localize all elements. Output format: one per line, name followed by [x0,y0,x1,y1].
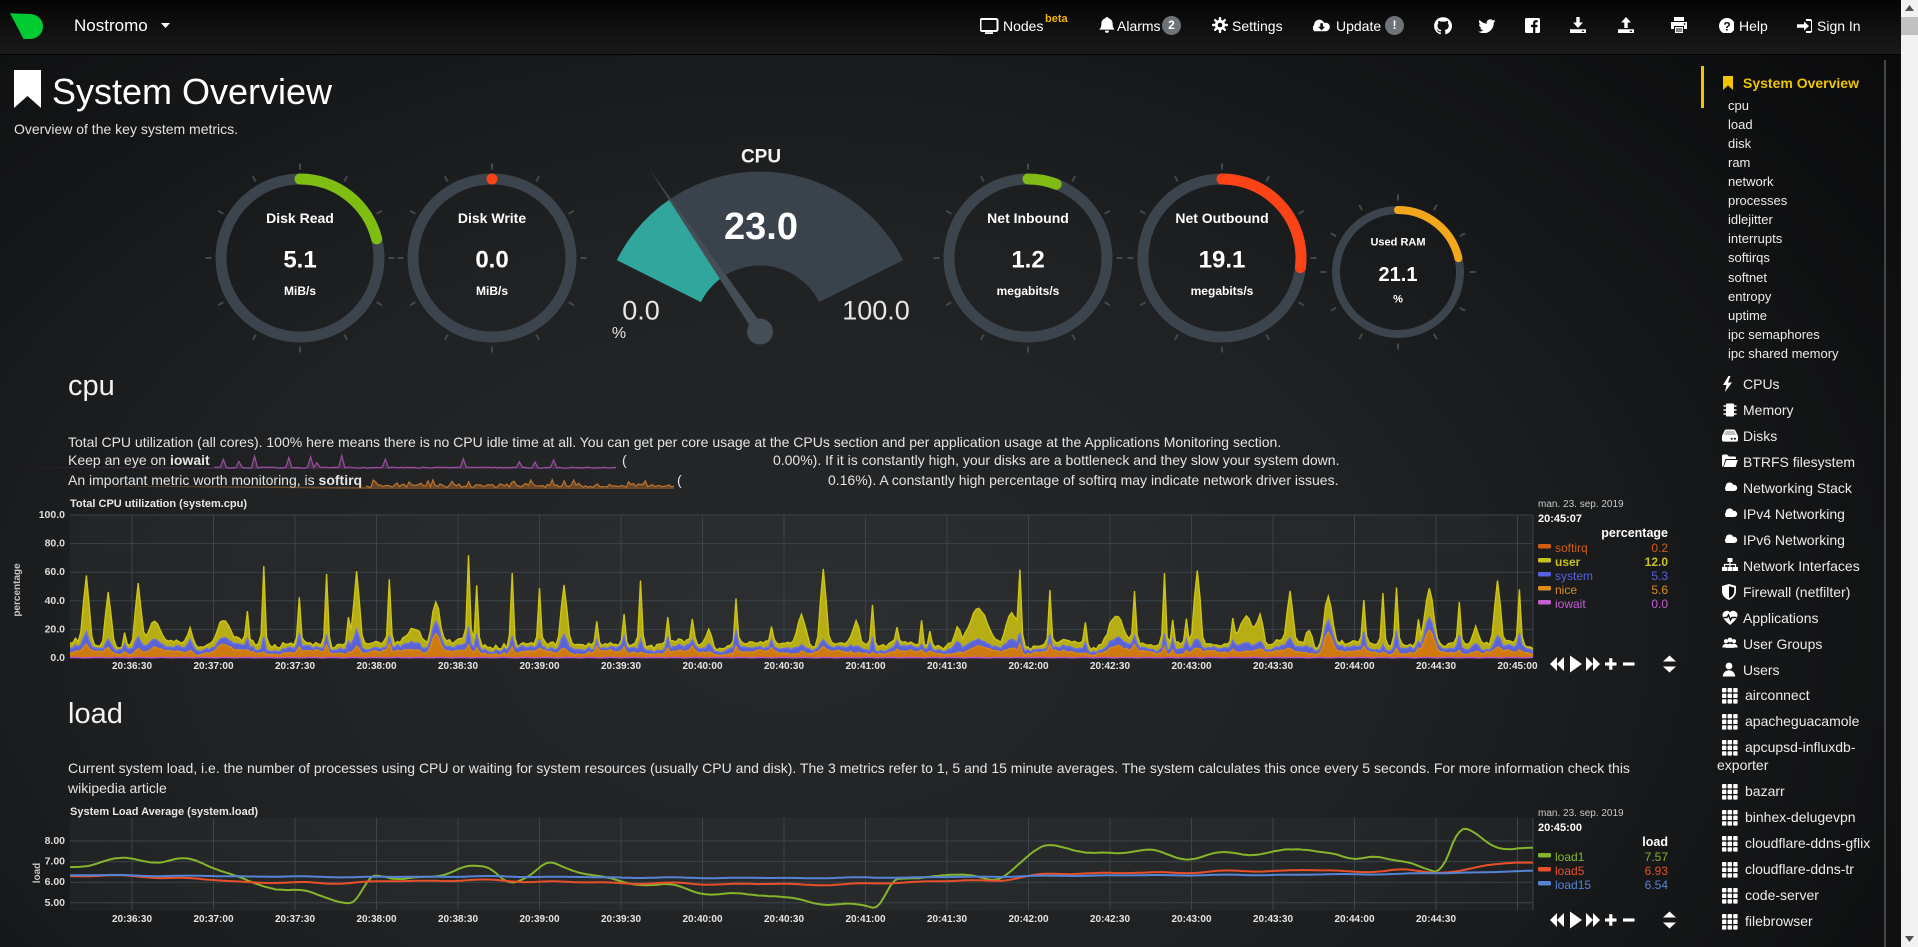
svg-text:20:42:30: 20:42:30 [1090,661,1130,672]
svg-text:6.54: 6.54 [1645,878,1669,892]
svg-text:20:44:00: 20:44:00 [1334,914,1374,925]
svg-text:0.0: 0.0 [475,247,508,274]
svg-text:0.0: 0.0 [1651,597,1668,611]
svg-text:percentage: percentage [12,563,23,617]
svg-text:20:39:00: 20:39:00 [519,661,559,672]
svg-text:20:37:00: 20:37:00 [193,661,233,672]
svg-text:20:43:30: 20:43:30 [1253,914,1293,925]
svg-text:%: % [1393,294,1403,306]
svg-text:20:44:00: 20:44:00 [1334,661,1374,672]
svg-text:20:42:00: 20:42:00 [1008,914,1048,925]
svg-text:load1: load1 [1555,850,1585,864]
svg-text:20:44:30: 20:44:30 [1416,661,1456,672]
svg-text:20:37:30: 20:37:30 [275,661,315,672]
svg-text:System Load Average (system.lo: System Load Average (system.load) [70,806,258,818]
svg-text:man. 23. sep. 2019: man. 23. sep. 2019 [1538,808,1624,819]
svg-text:1.2: 1.2 [1011,247,1044,274]
svg-text:5.1: 5.1 [283,247,316,274]
svg-text:100.0: 100.0 [39,509,65,521]
svg-text:20.0: 20.0 [45,623,66,635]
svg-text:20:43:30: 20:43:30 [1253,661,1293,672]
svg-text:20:41:30: 20:41:30 [927,661,967,672]
svg-text:%: % [612,325,626,342]
svg-text:5.00: 5.00 [45,897,66,909]
svg-text:iowait: iowait [1555,597,1586,611]
svg-text:20:39:30: 20:39:30 [601,661,641,672]
svg-text:load: load [1642,835,1668,849]
svg-text:Total CPU utilization (system.: Total CPU utilization (system.cpu) [70,498,247,510]
svg-text:user: user [1555,555,1581,569]
svg-text:Disk Read: Disk Read [266,210,334,226]
svg-text:man. 23. sep. 2019: man. 23. sep. 2019 [1538,499,1624,510]
svg-text:20:40:00: 20:40:00 [682,914,722,925]
svg-text:20:37:30: 20:37:30 [275,914,315,925]
svg-text:7.57: 7.57 [1645,850,1669,864]
svg-text:20:45:00: 20:45:00 [1538,822,1582,834]
svg-text:20:38:30: 20:38:30 [438,661,478,672]
svg-text:MiB/s: MiB/s [284,284,316,298]
svg-text:5.6: 5.6 [1651,583,1668,597]
svg-text:20:41:00: 20:41:00 [845,661,885,672]
svg-text:Disk Write: Disk Write [458,210,526,226]
svg-text:20:40:30: 20:40:30 [764,661,804,672]
svg-text:load5: load5 [1555,864,1585,878]
svg-text:softirq: softirq [1555,541,1588,555]
svg-text:20:42:00: 20:42:00 [1008,661,1048,672]
svg-text:23.0: 23.0 [724,206,798,248]
svg-text:20:43:00: 20:43:00 [1171,914,1211,925]
svg-text:20:41:00: 20:41:00 [845,914,885,925]
svg-text:percentage: percentage [1601,526,1668,540]
svg-text:0.0: 0.0 [50,652,65,664]
svg-text:megabits/s: megabits/s [997,284,1060,298]
svg-text:20:45:07: 20:45:07 [1538,513,1582,525]
svg-text:system: system [1555,569,1593,583]
svg-text:21.1: 21.1 [1379,264,1418,286]
svg-text:5.3: 5.3 [1651,569,1668,583]
svg-text:20:41:30: 20:41:30 [927,914,967,925]
svg-text:?: ? [1723,19,1730,32]
svg-text:100.0: 100.0 [842,296,910,326]
svg-text:7.00: 7.00 [45,856,66,868]
svg-text:nice: nice [1555,583,1577,597]
svg-text:load: load [32,863,43,884]
svg-text:Net Inbound: Net Inbound [987,210,1069,226]
svg-text:12.0: 12.0 [1645,555,1669,569]
svg-text:CPU: CPU [741,147,781,168]
svg-text:6.00: 6.00 [45,876,66,888]
svg-text:8.00: 8.00 [45,835,66,847]
svg-text:20:36:30: 20:36:30 [112,661,152,672]
svg-text:20:42:30: 20:42:30 [1090,914,1130,925]
svg-text:20:38:00: 20:38:00 [356,661,396,672]
svg-text:19.1: 19.1 [1199,247,1246,274]
svg-text:20:38:00: 20:38:00 [356,914,396,925]
svg-text:20:44:30: 20:44:30 [1416,914,1456,925]
svg-text:20:39:00: 20:39:00 [519,914,559,925]
svg-text:20:43:00: 20:43:00 [1171,661,1211,672]
svg-text:20:38:30: 20:38:30 [438,914,478,925]
svg-text:MiB/s: MiB/s [476,284,508,298]
svg-text:20:40:30: 20:40:30 [764,914,804,925]
svg-text:Used RAM: Used RAM [1370,237,1425,249]
svg-text:20:36:30: 20:36:30 [112,914,152,925]
svg-text:20:45:00: 20:45:00 [1497,661,1537,672]
svg-text:megabits/s: megabits/s [1191,284,1254,298]
svg-text:Net Outbound: Net Outbound [1175,210,1268,226]
svg-text:40.0: 40.0 [45,595,66,607]
svg-text:0.0: 0.0 [622,296,660,326]
svg-text:80.0: 80.0 [45,538,66,550]
svg-text:6.93: 6.93 [1645,864,1669,878]
svg-text:20:40:00: 20:40:00 [682,661,722,672]
svg-text:load15: load15 [1555,878,1591,892]
svg-text:0.2: 0.2 [1651,541,1668,555]
svg-text:60.0: 60.0 [45,566,66,578]
svg-text:20:39:30: 20:39:30 [601,914,641,925]
svg-text:20:37:00: 20:37:00 [193,914,233,925]
